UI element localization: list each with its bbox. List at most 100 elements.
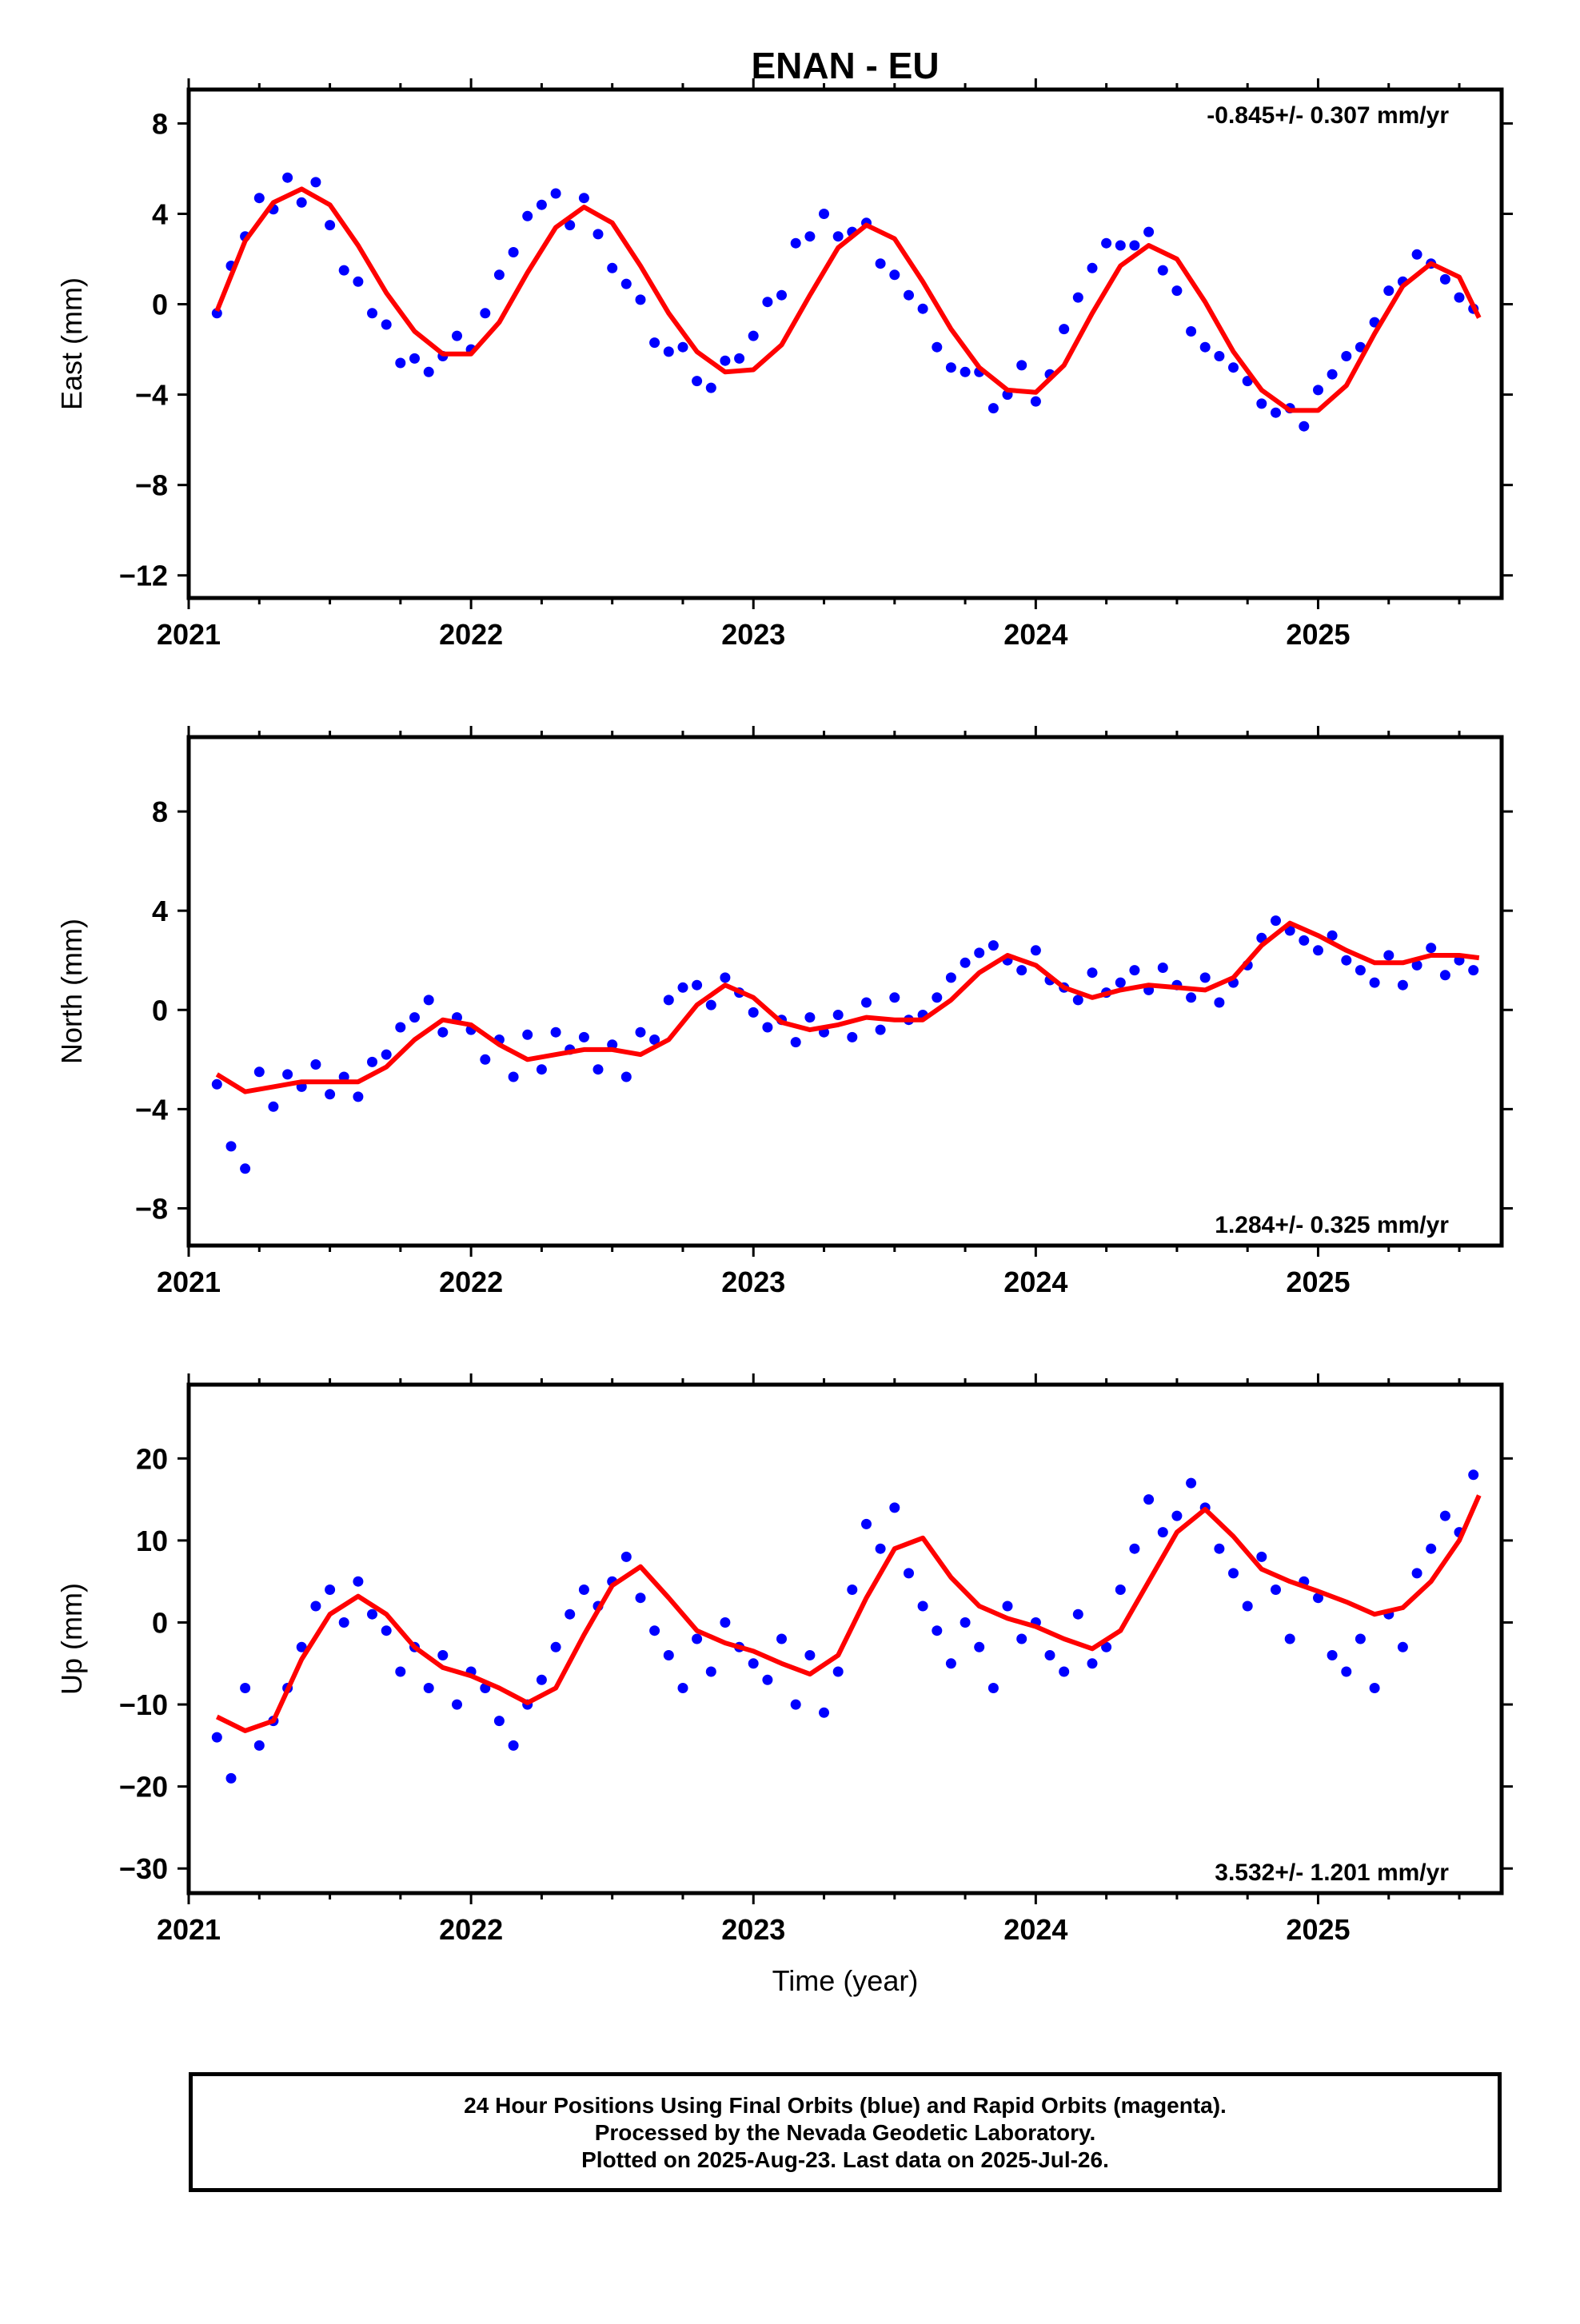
data-point [395, 357, 406, 369]
data-point [1228, 1568, 1239, 1579]
data-point [762, 297, 773, 308]
plot-frame [186, 735, 1504, 1248]
data-point [310, 177, 321, 188]
data-point [720, 1617, 731, 1628]
data-point [1030, 945, 1041, 956]
data-point [1313, 385, 1323, 396]
data-point [452, 1699, 462, 1710]
y-tick-label: 10 [136, 1525, 168, 1557]
footer-line-3: Plotted on 2025-Aug-23. Last data on 202… [581, 2147, 1109, 2172]
data-point [988, 940, 999, 951]
data-point [804, 1650, 816, 1660]
data-point [1157, 265, 1168, 276]
data-point [211, 1078, 222, 1090]
data-point [1199, 972, 1211, 983]
y-tick-label: 0 [152, 289, 168, 321]
panel-1: 2021 2022 2023 2024 2025 8 4 0 −4 −8 −12 East (mm) -… [55, 78, 1513, 651]
data-point [437, 1026, 449, 1038]
footer-line-2: Processed by the Nevada Geodetic Laborat… [594, 2120, 1096, 2145]
data-point [1228, 362, 1239, 373]
y-tick-label: −8 [135, 1192, 168, 1225]
data-point [310, 1059, 321, 1070]
data-point [875, 1543, 886, 1554]
data-point [649, 1034, 660, 1045]
data-point [889, 269, 900, 281]
data-point [1383, 950, 1394, 961]
x-tick-label: 2023 [721, 1266, 785, 1298]
x-tick-label: 2025 [1286, 1266, 1350, 1298]
data-point [508, 1071, 519, 1082]
data-point [1186, 1477, 1197, 1489]
data-point [692, 1633, 703, 1644]
y-tick-label: −4 [135, 379, 168, 412]
data-point [945, 972, 956, 983]
data-point [409, 353, 420, 364]
data-point [875, 258, 886, 269]
data-point [536, 1064, 547, 1075]
data-point [211, 1732, 222, 1743]
data-point [677, 982, 688, 993]
data-point [1072, 995, 1083, 1006]
data-point [1030, 396, 1041, 407]
data-point [692, 376, 703, 387]
data-point [819, 1707, 829, 1718]
data-point [536, 199, 547, 210]
data-point [1256, 1551, 1267, 1562]
x-tick-label: 2024 [1003, 1913, 1067, 1946]
data-point [1016, 965, 1027, 976]
data-point [607, 262, 618, 273]
data-point [1299, 421, 1310, 432]
data-point [861, 1518, 872, 1529]
data-point [1439, 970, 1450, 981]
data-point [1341, 351, 1352, 361]
data-point [1313, 945, 1323, 956]
data-point [932, 1625, 943, 1636]
data-point [1313, 1593, 1323, 1604]
data-point [720, 972, 731, 983]
data-point [734, 353, 745, 364]
x-tick-label: 2021 [157, 1266, 221, 1298]
data-point [932, 992, 943, 1003]
data-point [296, 197, 307, 208]
data-point [1439, 1510, 1450, 1521]
data-point [508, 1740, 519, 1751]
x-tick-label: 2025 [1286, 1913, 1350, 1946]
data-point [1242, 1600, 1253, 1612]
data-point [310, 1600, 321, 1612]
data-point [1214, 351, 1225, 361]
data-point [578, 193, 589, 204]
data-point [1454, 292, 1465, 303]
data-point [493, 269, 505, 281]
model-fit-line [214, 186, 1482, 413]
data-point [325, 220, 336, 231]
data-point [1129, 240, 1140, 251]
data-point [381, 319, 392, 330]
data-point [1072, 292, 1083, 303]
data-point [550, 188, 561, 199]
data-point [663, 346, 674, 357]
data-point [1087, 967, 1098, 979]
footer-line-1: 24 Hour Positions Using Final Orbits (bl… [464, 2093, 1227, 2118]
data-point [762, 1022, 773, 1033]
data-point [1214, 1543, 1225, 1554]
data-point [974, 1641, 985, 1652]
velocity-rate-label: 3.532+/- 1.201 mm/yr [1215, 1860, 1449, 1886]
data-point [338, 265, 349, 276]
data-point [790, 1699, 801, 1710]
data-point [1355, 1633, 1366, 1644]
data-point [776, 289, 787, 301]
data-point [804, 231, 816, 242]
data-point [663, 995, 674, 1006]
data-point [592, 1064, 604, 1075]
data-point [592, 229, 604, 240]
data-point [832, 1010, 844, 1020]
data-point [945, 1658, 956, 1669]
data-point [904, 289, 914, 301]
data-point [1059, 324, 1070, 335]
processing-notes-box: 24 Hour Positions Using Final Orbits (bl… [189, 2072, 1502, 2192]
data-point [423, 995, 434, 1006]
data-point [635, 1593, 646, 1604]
data-point [705, 382, 716, 393]
data-point [1426, 1543, 1437, 1554]
